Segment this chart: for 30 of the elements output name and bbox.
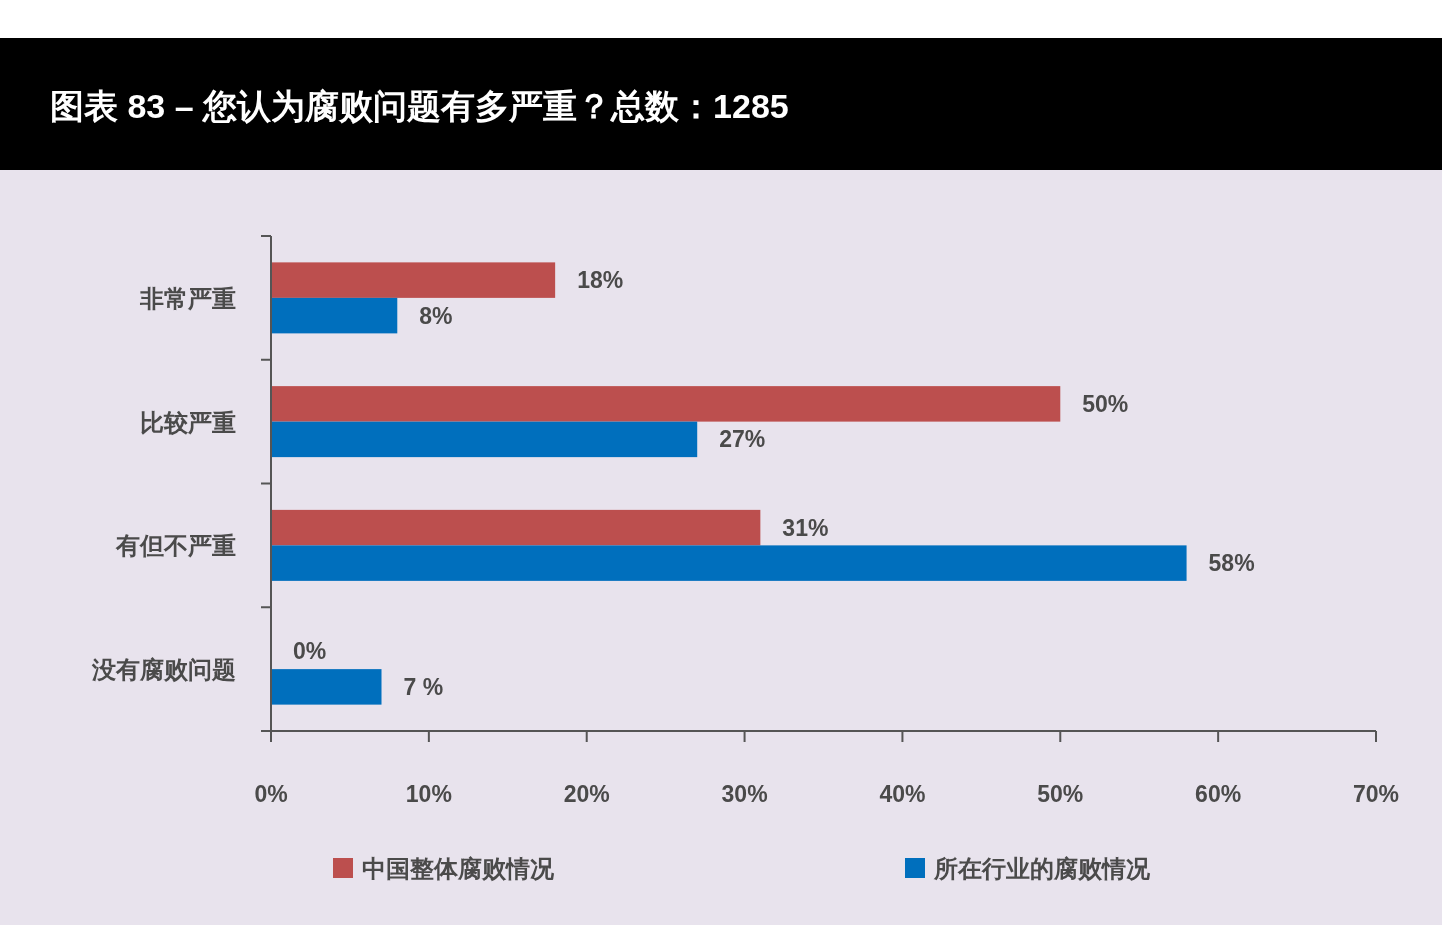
y-tick-label: 有但不严重 — [115, 532, 236, 560]
legend-label: 中国整体腐败情况 — [362, 855, 555, 882]
x-tick-label: 70% — [1352, 781, 1400, 807]
y-tick-label: 没有腐败问题 — [91, 656, 236, 684]
data-label: 18% — [577, 267, 624, 294]
x-tick-label: 60% — [1195, 781, 1242, 807]
bar — [271, 386, 1061, 422]
bar — [271, 421, 698, 458]
x-tick-label: 50% — [1037, 781, 1084, 807]
data-label: 58% — [1208, 550, 1255, 577]
data-label: 8% — [419, 302, 453, 329]
x-tick-label: 20% — [563, 781, 610, 807]
data-label: 7 % — [403, 673, 444, 700]
x-tick-label: 10% — [405, 781, 452, 807]
bar — [271, 545, 1187, 581]
y-tick-label: 比较严重 — [140, 408, 236, 436]
chart-title: 图表 83 – 您认为腐败问题有多严重？总数：1285 — [50, 87, 789, 125]
y-tick-label: 非常严重 — [139, 284, 236, 312]
bar — [271, 297, 398, 334]
legend-label: 所在行业的腐败情况 — [933, 855, 1151, 882]
data-label: 27% — [719, 426, 766, 453]
data-label: 31% — [782, 514, 829, 541]
data-label: 50% — [1082, 390, 1129, 417]
data-label: 0% — [293, 638, 327, 665]
x-tick-label: 0% — [254, 781, 288, 807]
bar — [271, 669, 382, 705]
x-tick-label: 40% — [879, 781, 926, 807]
bar — [271, 262, 556, 298]
x-tick-label: 30% — [721, 781, 768, 807]
bar — [271, 509, 761, 546]
